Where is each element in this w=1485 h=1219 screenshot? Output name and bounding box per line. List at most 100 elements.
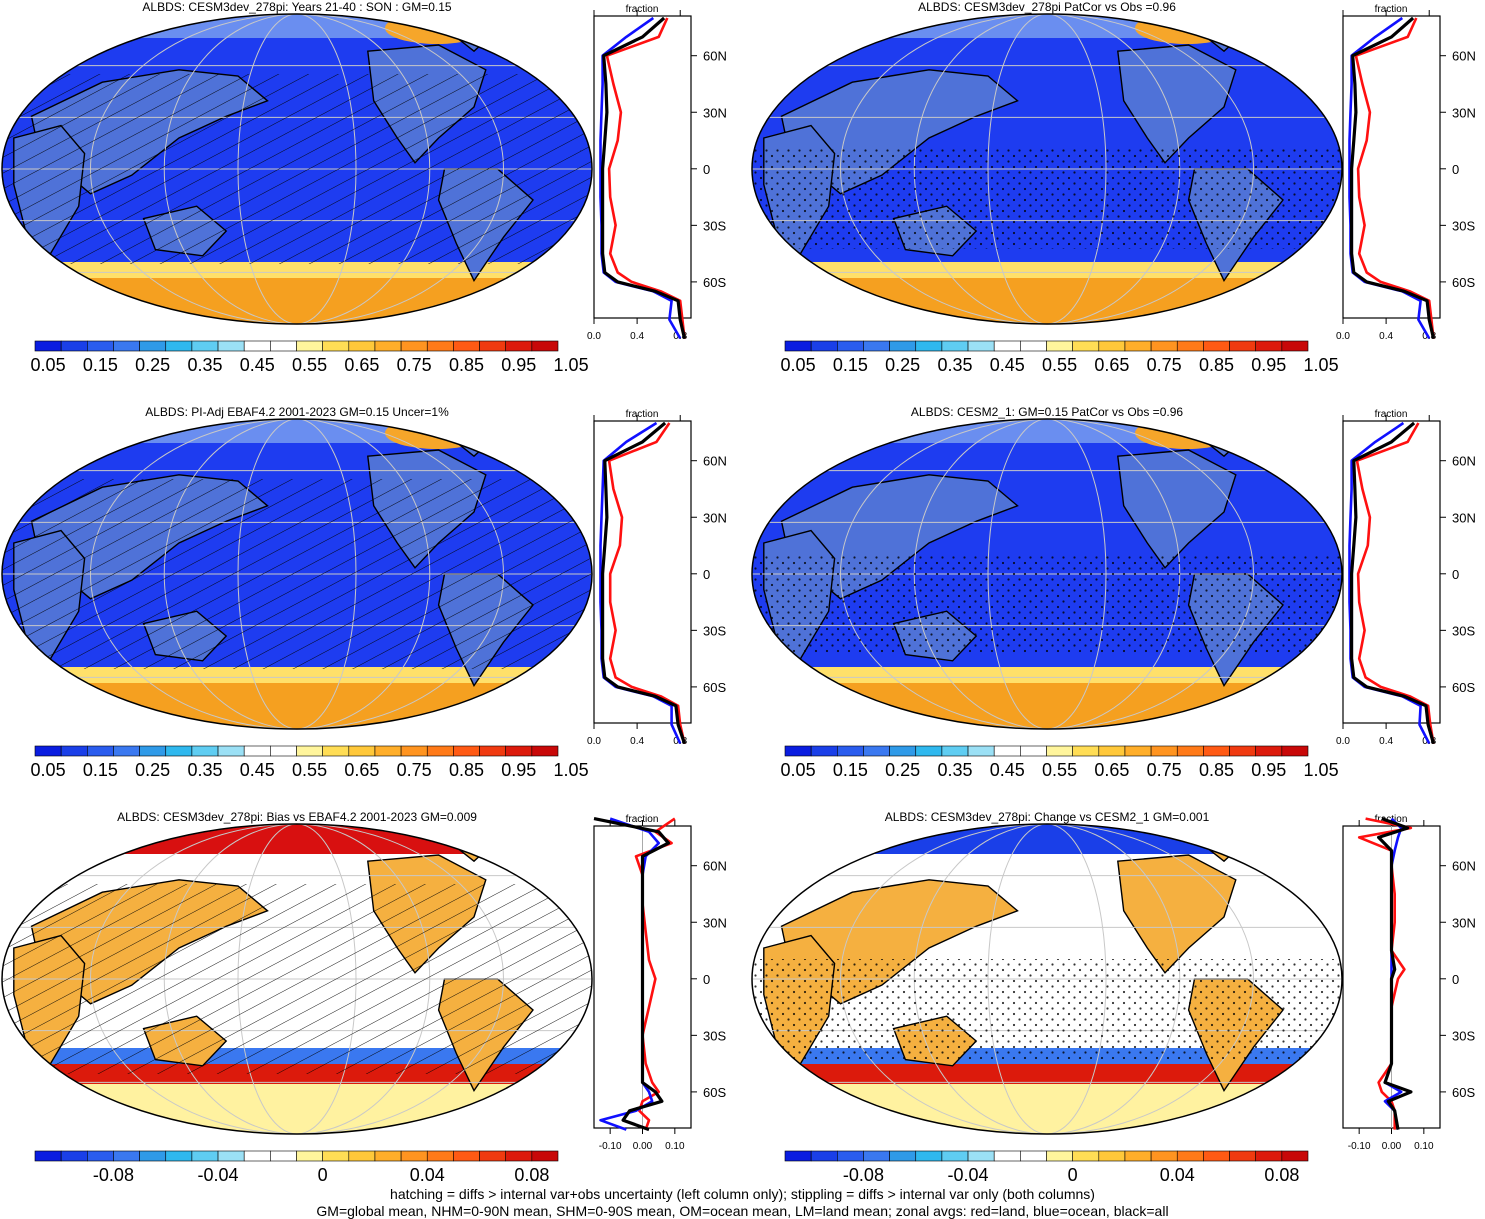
map-panel-1: ALBDS: CESM3dev_278pi: Years 21-40 : SON… (1, 0, 593, 375)
x-tick-label: 0.00 (1382, 1141, 1402, 1152)
lat-tick-label: 30S (1452, 623, 1475, 638)
colorbar-cell (889, 340, 917, 352)
colorbar-label: 0.55 (292, 355, 327, 375)
map-border (751, 418, 1343, 730)
zonal-xlabel: fraction (626, 409, 659, 420)
colorbar-cell (505, 340, 533, 352)
colorbar-label: 0.95 (501, 355, 536, 375)
colorbar-cell (1098, 745, 1126, 757)
colorbar-label: 0.15 (833, 355, 868, 375)
lat-tick-label: 60N (1452, 49, 1476, 64)
colorbar-cell (322, 1150, 350, 1162)
panel-title: ALBDS: CESM3dev_278pi: Change vs CESM2_1… (885, 810, 1210, 824)
x-tick-label: -0.10 (599, 1141, 622, 1152)
colorbar-cell (863, 340, 890, 352)
colorbar-cell (1046, 1150, 1073, 1162)
colorbar-cell (505, 1150, 533, 1162)
colorbar-cell (1281, 340, 1309, 352)
colorbar-label: 0.75 (1147, 355, 1182, 375)
sea-ice-edge (2, 262, 592, 278)
colorbar-label: 0.55 (1042, 355, 1077, 375)
colorbar-cell (1020, 745, 1047, 757)
colorbar-label: 0.25 (135, 760, 170, 780)
colorbar-cell (505, 745, 533, 757)
zonal-line-all (1376, 817, 1413, 1130)
colorbar-cell (453, 1150, 480, 1162)
colorbar-cell (296, 1150, 323, 1162)
colorbar-label: 0.35 (937, 355, 972, 375)
colorbar-cell (453, 340, 480, 352)
lat-tick-label: 60S (1452, 275, 1475, 290)
colorbar-label: 0.25 (135, 355, 170, 375)
colorbar-cell (915, 745, 943, 757)
map-field (2, 824, 592, 1134)
colorbar-cell (531, 1150, 559, 1162)
map-field (2, 419, 592, 729)
lat-tick-label: 0 (703, 567, 710, 582)
antarctica (752, 1084, 1342, 1134)
greenland (1135, 14, 1239, 44)
colorbar-cell (1072, 340, 1100, 352)
colorbar-cell (915, 1150, 943, 1162)
colorbar-label: 0.55 (292, 760, 327, 780)
colorbar-cell (1203, 340, 1230, 352)
colorbar-cell (1281, 745, 1309, 757)
zonal-line-all (600, 421, 687, 745)
colorbar-cell (1229, 1150, 1257, 1162)
colorbar-cell (479, 1150, 506, 1162)
lat-tick-label: 60N (1452, 454, 1476, 469)
colorbar-label: 0.08 (1264, 1165, 1299, 1185)
colorbar-cell (863, 745, 890, 757)
panel-title: ALBDS: CESM3dev_278pi PatCor vs Obs =0.9… (918, 0, 1176, 14)
x-tick-label: 0.0 (1336, 736, 1350, 747)
x-tick-label: 0.10 (665, 1141, 685, 1152)
lat-tick-label: 0 (1452, 162, 1459, 177)
zonal-panel-5: fraction 60N 30N 0 30S 60S -0.10 0.00 0.10 (593, 814, 727, 1152)
x-tick-label: 0.0 (587, 331, 601, 342)
colorbar-cell (139, 340, 167, 352)
colorbar-label: 0.25 (885, 355, 920, 375)
colorbar-cell (1124, 745, 1152, 757)
zonal-line-ocean (599, 16, 682, 340)
colorbar-cell (374, 340, 402, 352)
colorbar-cell (191, 745, 219, 757)
colorbar-cell (217, 1150, 245, 1162)
colorbar-cell (1255, 1150, 1283, 1162)
colorbar-label: 0.15 (83, 355, 118, 375)
colorbar-cell (348, 1150, 376, 1162)
map-panel-6: ALBDS: CESM3dev_278pi: Change vs CESM2_1… (751, 810, 1343, 1185)
colorbar-cell (296, 745, 323, 757)
x-tick-label: 0.0 (587, 736, 601, 747)
footer-note-1: hatching = diffs > internal var+obs unce… (390, 1186, 1095, 1202)
map-border (751, 823, 1343, 1135)
map-panel-5: ALBDS: CESM3dev_278pi: Bias vs EBAF4.2 2… (1, 810, 593, 1185)
colorbar-cell (1255, 340, 1283, 352)
colorbar-cell (113, 745, 140, 757)
colorbar-label: -0.04 (198, 1165, 239, 1185)
colorbar-cell (863, 1150, 890, 1162)
arctic-band (752, 14, 1342, 38)
colorbar-cell (993, 1150, 1021, 1162)
colorbar-label: -0.08 (93, 1165, 134, 1185)
colorbar-cell (941, 340, 969, 352)
continent-4 (1117, 854, 1237, 974)
colorbar-cell (165, 340, 193, 352)
lat-tick-label: 60N (703, 49, 727, 64)
lat-tick-label: 30N (1452, 510, 1476, 525)
colorbar-cell (531, 745, 559, 757)
arctic-band (752, 824, 1342, 854)
zonal-frame (593, 15, 692, 319)
x-tick-label: 0.10 (1414, 1141, 1434, 1152)
stippling-overlay (752, 149, 1342, 249)
lat-tick-label: 60S (703, 275, 726, 290)
colorbar-cell (1176, 340, 1204, 352)
colorbar-cell (810, 340, 838, 352)
colorbar-cell (270, 745, 297, 757)
colorbar-label: 0.75 (397, 355, 432, 375)
colorbar-label: 0.04 (410, 1165, 445, 1185)
colorbar-cell (348, 340, 376, 352)
colorbar-cell (1150, 745, 1178, 757)
